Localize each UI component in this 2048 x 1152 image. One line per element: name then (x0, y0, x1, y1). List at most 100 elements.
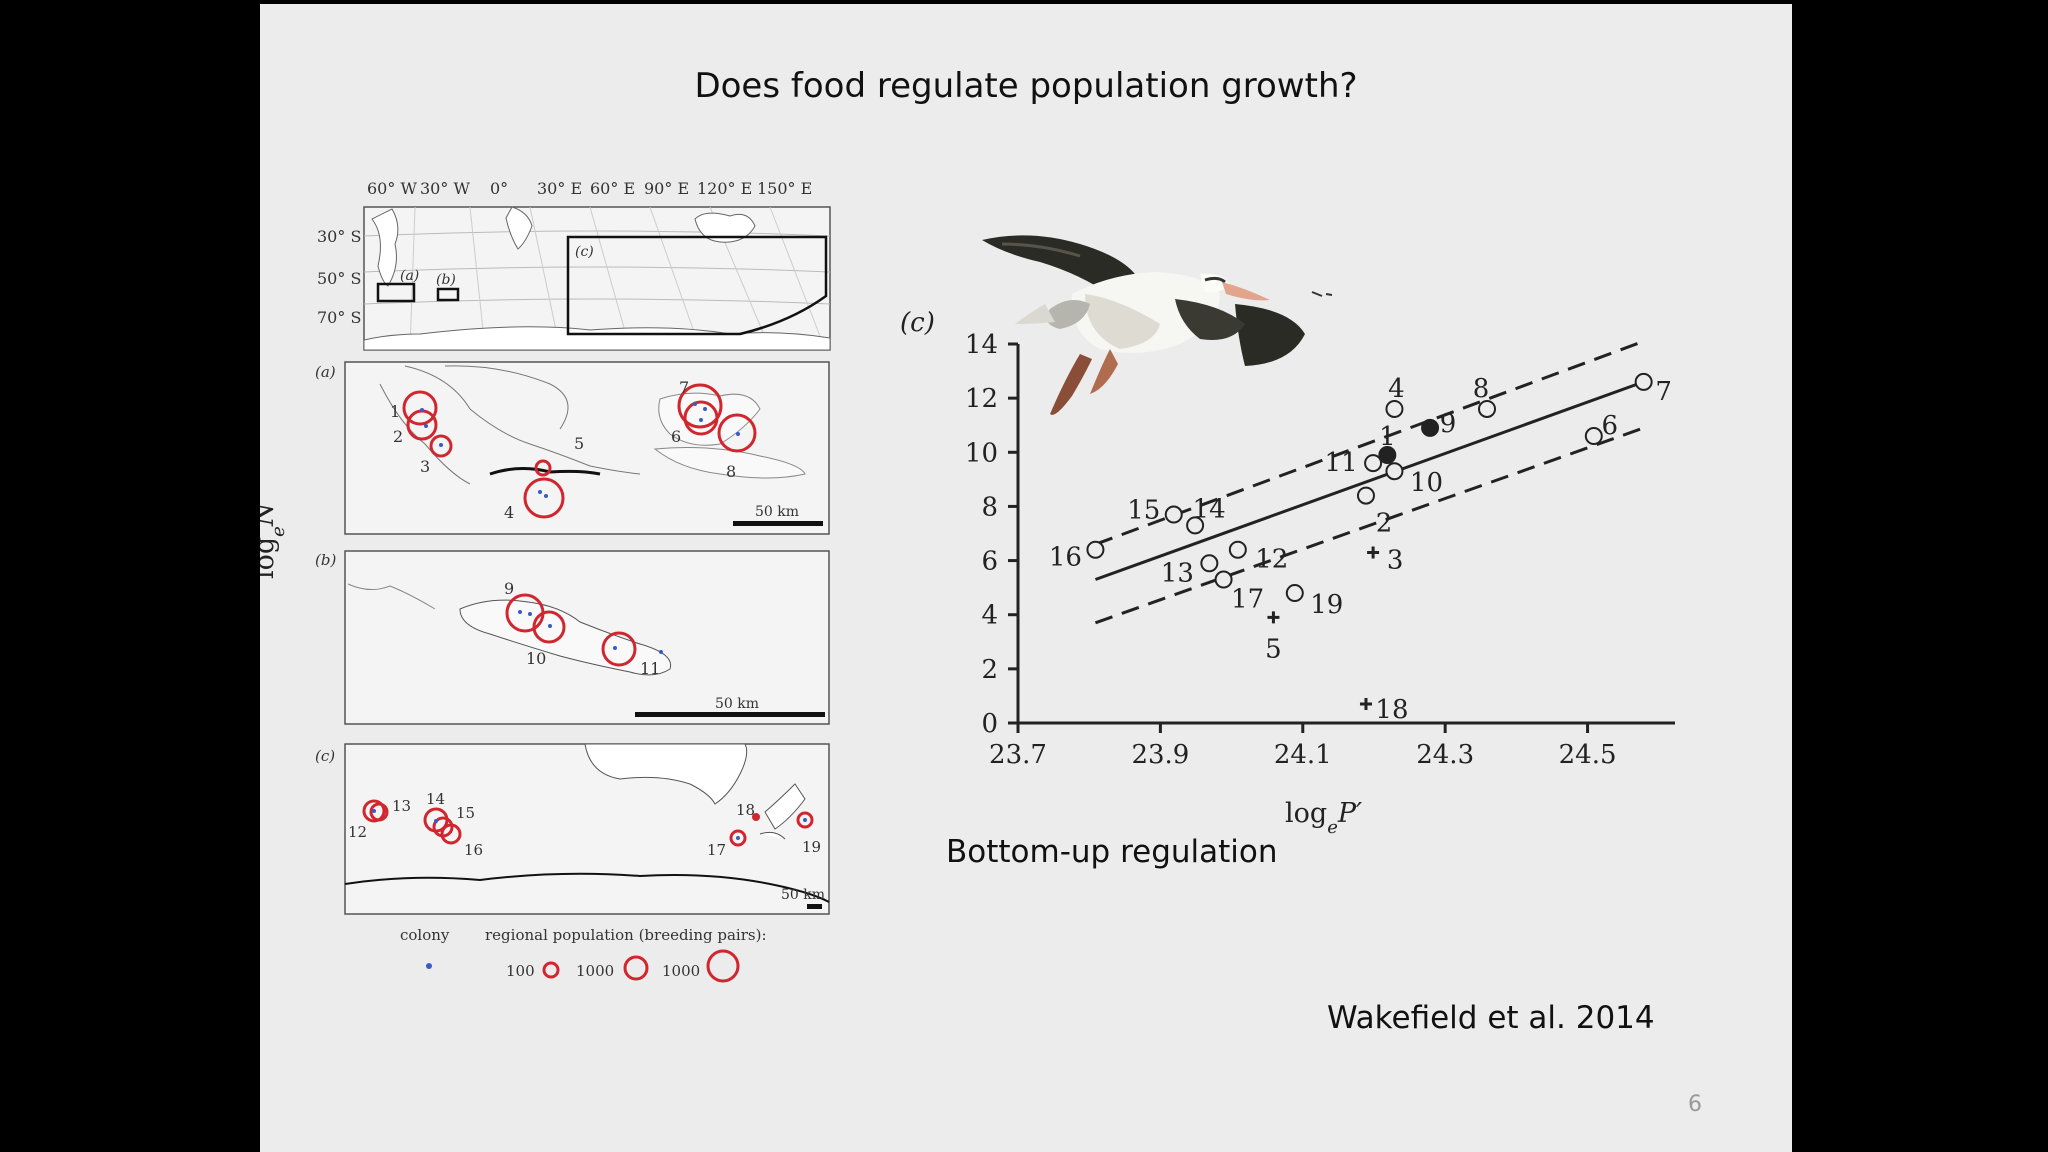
scale-bar (807, 904, 822, 909)
lat-label: 70° S (317, 308, 361, 327)
site-label: 3 (420, 457, 430, 476)
site-label: 6 (671, 427, 681, 446)
lon-label: 60° E (590, 179, 635, 198)
data-point-label: 8 (1473, 374, 1490, 404)
x-axis-label-log: log (1285, 798, 1327, 829)
map-panel-a: (a) 1 2 3 4 5 6 7 (315, 361, 830, 535)
x-tick-label: 24.1 (1274, 740, 1332, 770)
site-label: 11 (640, 659, 660, 678)
y-axis-label-log: log (260, 537, 280, 579)
scale-label: 50 km (781, 887, 825, 903)
page-number: 6 (1688, 1092, 1702, 1117)
y-tick-label: 2 (981, 655, 998, 685)
data-point-label: 11 (1325, 448, 1358, 478)
y-tick-label: 0 (981, 709, 998, 739)
x-tick-label: 24.5 (1559, 740, 1617, 770)
map-panel-c: (c) 12 13 14 15 16 17 18 19 50 km (315, 743, 830, 915)
legend-size-circle (623, 955, 649, 981)
y-tick-label: 6 (981, 547, 998, 577)
site-label: 8 (726, 462, 736, 481)
y-tick-label: 4 (981, 601, 998, 631)
scatter-chart: (c) logeN logeP′ 23.723.924.124.324.5024… (260, 235, 1675, 838)
data-point (1200, 554, 1219, 573)
lon-label: 90° E (644, 179, 689, 198)
inset-label: (a) (400, 268, 419, 284)
data-point-label: 6 (1602, 411, 1619, 441)
panel-label: (b) (315, 551, 336, 569)
lat-label: 30° S (317, 227, 361, 246)
chart-panel-label: (c) (900, 308, 935, 338)
confidence-band-lower (1094, 426, 1645, 625)
data-point (1385, 462, 1404, 481)
lat-label: 50° S (317, 269, 361, 288)
lon-label: 30° W (420, 179, 470, 198)
lon-label: 150° E (757, 179, 812, 198)
inset-label: (c) (575, 244, 594, 260)
map-legend: colony regional population (breeding pai… (400, 926, 767, 983)
inset-label: (b) (436, 272, 456, 288)
site-label: 12 (348, 823, 367, 841)
data-point (1164, 505, 1183, 524)
overview-map: (a) (b) (c) (363, 206, 831, 351)
x-tick-label: 24.3 (1416, 740, 1474, 770)
site-label: 1 (390, 402, 400, 421)
panel-label: (a) (315, 363, 336, 381)
data-point-label: 7 (1655, 377, 1672, 407)
x-tick-label: 23.9 (1131, 740, 1189, 770)
map-panel-b: (b) 9 10 11 50 km (315, 550, 830, 725)
data-point-label: 14 (1193, 494, 1226, 524)
site-label: 18 (736, 801, 755, 819)
legend-size-circle (542, 961, 560, 979)
albatross-illustration (982, 235, 1333, 415)
y-tick-label: 12 (965, 384, 998, 414)
scale-label: 50 km (715, 696, 759, 712)
y-axis-label-sub: e (268, 526, 289, 537)
data-point (1378, 445, 1397, 464)
data-point-label: 5 (1265, 634, 1282, 664)
site-label: 4 (504, 503, 514, 522)
slide: Does food regulate population growth? 60… (260, 4, 1792, 1152)
data-point-label: 9 (1440, 409, 1457, 439)
data-point-label: 17 (1231, 585, 1264, 615)
data-point (1228, 540, 1247, 559)
y-tick-label: 14 (965, 330, 998, 360)
data-point-label: 19 (1310, 590, 1343, 620)
data-point-label: 1 (1379, 422, 1396, 452)
scale-bar (635, 712, 825, 717)
legend-colony-dot (426, 963, 432, 969)
site-label: 15 (456, 804, 475, 822)
legend-size-label: 1000 (662, 962, 700, 980)
x-axis-label: logeP′ (1285, 798, 1362, 838)
data-point (1478, 399, 1497, 418)
regression-line (1094, 380, 1645, 581)
data-point (1086, 540, 1105, 559)
data-point-label: 10 (1410, 468, 1443, 498)
site-label: 14 (426, 790, 445, 808)
data-point-label: 4 (1388, 374, 1405, 404)
data-point (1359, 698, 1372, 711)
site-label: 16 (464, 841, 483, 859)
site-label: 2 (393, 427, 403, 446)
y-tick-label: 10 (965, 438, 998, 468)
site-label: 7 (679, 378, 689, 397)
panel-label: (c) (315, 747, 335, 765)
legend-size-label: 100 (506, 962, 535, 980)
data-point (1267, 611, 1280, 624)
data-point-label: 13 (1161, 558, 1194, 588)
y-axis-label-var: N (260, 501, 280, 527)
data-point (1356, 486, 1375, 505)
lon-label: 0° (490, 179, 508, 198)
legend-regional-label: regional population (breeding pairs): (485, 926, 767, 944)
confidence-band-upper (1094, 339, 1645, 546)
site-label: 9 (504, 579, 514, 598)
citation: Wakefield et al. 2014 (1327, 1000, 1655, 1036)
y-tick-label: 8 (981, 492, 998, 522)
scale-label: 50 km (755, 504, 799, 520)
data-point (1285, 584, 1304, 603)
y-axis-label: logeN (260, 501, 289, 579)
data-point-label: 3 (1387, 545, 1404, 575)
data-point (1584, 427, 1603, 446)
scale-bar (733, 521, 823, 526)
data-point (1367, 546, 1380, 559)
data-point (1214, 570, 1233, 589)
